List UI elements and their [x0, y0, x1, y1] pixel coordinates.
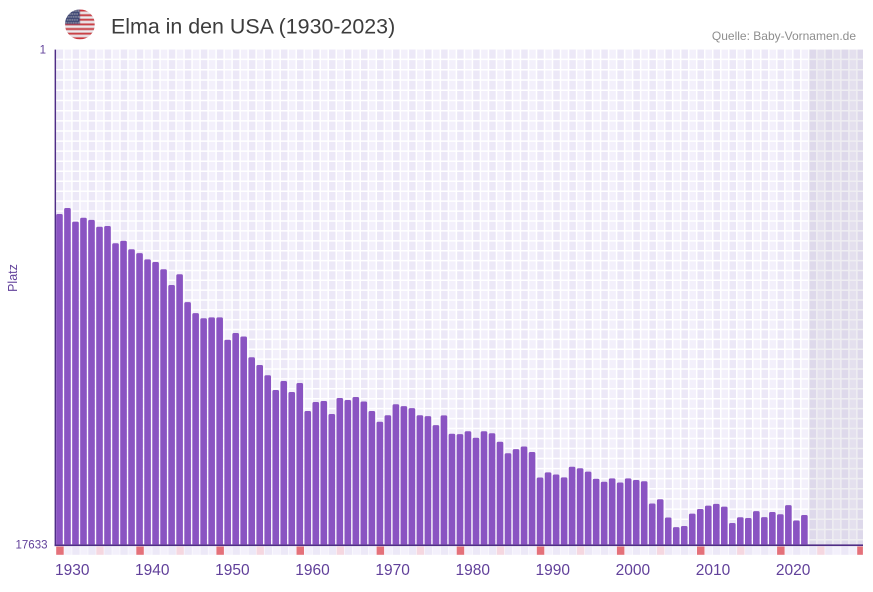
svg-text:17633: 17633 — [16, 540, 48, 552]
svg-text:1950: 1950 — [215, 562, 250, 579]
svg-text:Platz: Platz — [6, 264, 20, 292]
svg-text:1: 1 — [40, 45, 46, 57]
svg-text:1980: 1980 — [455, 562, 490, 579]
svg-text:Elma in den USA (1930-2023): Elma in den USA (1930-2023) — [111, 15, 395, 39]
svg-text:1930: 1930 — [55, 562, 90, 579]
svg-text:Quelle: Baby-Vornamen.de: Quelle: Baby-Vornamen.de — [712, 29, 856, 43]
svg-text:1940: 1940 — [135, 562, 170, 579]
svg-text:2020: 2020 — [776, 562, 811, 579]
svg-text:2010: 2010 — [696, 562, 731, 579]
svg-text:2000: 2000 — [616, 562, 651, 579]
svg-text:1960: 1960 — [295, 562, 330, 579]
svg-text:1990: 1990 — [536, 562, 571, 579]
svg-text:1970: 1970 — [375, 562, 410, 579]
